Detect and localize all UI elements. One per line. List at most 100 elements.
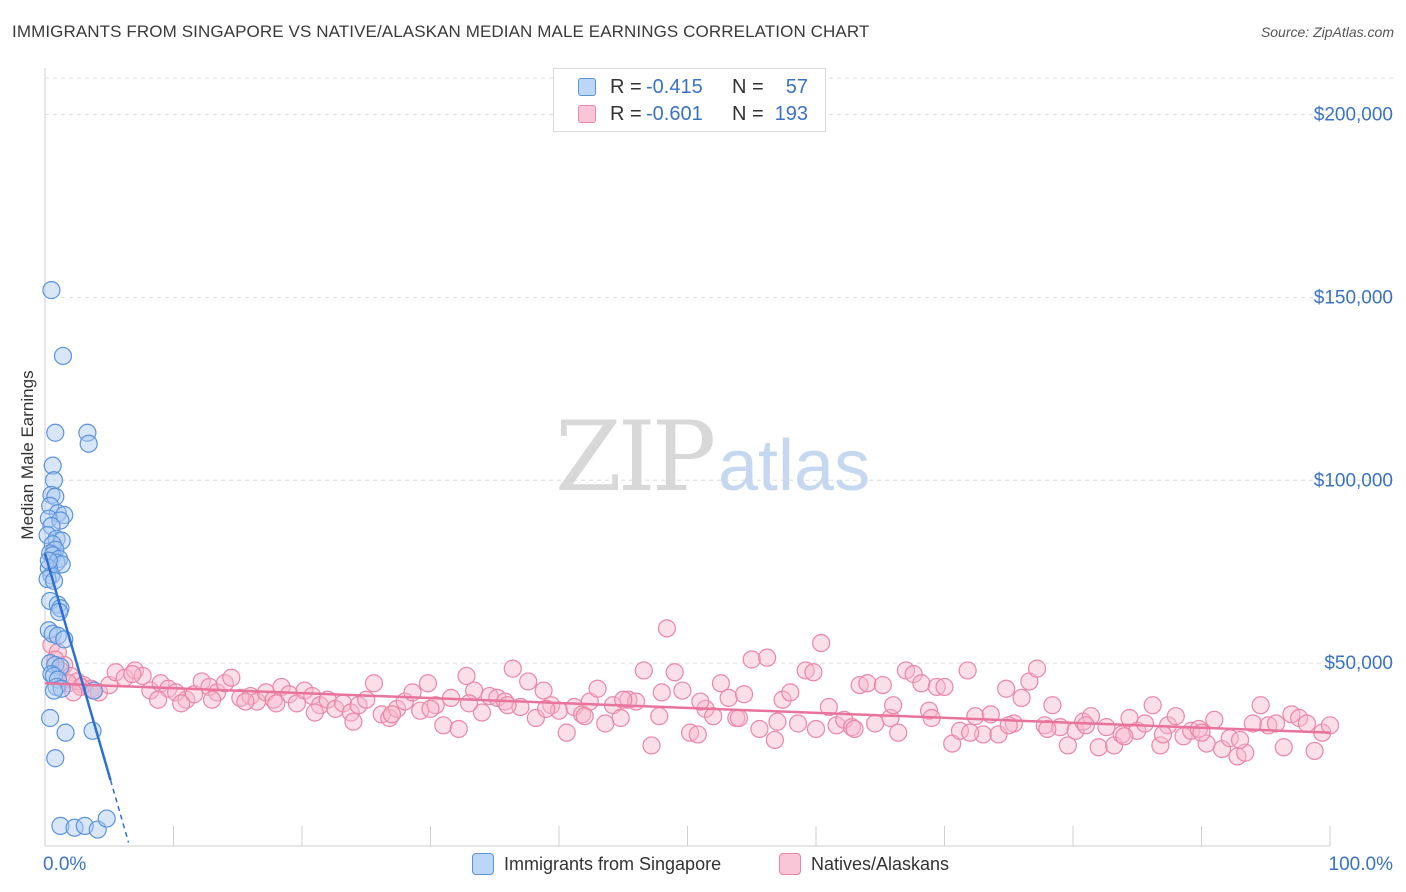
data-point-native: [526, 708, 545, 728]
data-point-native: [1266, 714, 1286, 733]
data-point-native: [280, 685, 299, 704]
data-point-native: [457, 666, 476, 686]
data-point-native: [364, 674, 384, 693]
data-point-native: [387, 699, 407, 718]
data-point-native: [835, 710, 854, 729]
data-point-native: [1320, 716, 1340, 735]
data-point-native: [634, 661, 653, 680]
data-point-native: [873, 675, 892, 695]
data-point-singapore: [53, 346, 73, 366]
legend-swatch-blue: [578, 78, 596, 96]
data-point-native: [912, 674, 931, 693]
data-point-native: [305, 703, 324, 722]
data-point-native: [267, 694, 286, 713]
trend-line-singapore-extension: [109, 779, 130, 843]
bottom-legend-swatch-blue: [472, 853, 494, 875]
data-point-native: [611, 708, 630, 728]
data-point-native: [614, 690, 633, 709]
watermark-zip: ZIP: [555, 401, 714, 513]
bottom-legend-singapore: Immigrants from Singapore: [472, 852, 721, 876]
data-point-singapore: [51, 816, 70, 835]
data-point-native: [650, 707, 669, 726]
trend-line-singapore: [43, 553, 112, 781]
data-point-singapore: [38, 526, 57, 545]
data-point-native: [788, 714, 808, 733]
legend-r-value: -0.415: [646, 75, 703, 98]
data-point-native: [773, 690, 792, 709]
data-point-native: [434, 716, 453, 735]
x-tick-label-max: 100.0%: [1329, 854, 1394, 875]
data-point-native: [588, 679, 607, 698]
data-point-singapore: [97, 809, 116, 828]
data-point-native: [866, 714, 885, 733]
data-point-native: [503, 659, 522, 678]
data-point-native: [997, 679, 1016, 698]
data-point-native: [172, 694, 191, 713]
data-point-native: [534, 681, 553, 700]
data-point-native: [768, 712, 787, 731]
data-point-native: [222, 668, 241, 687]
data-point-native: [1012, 688, 1031, 707]
data-point-native: [904, 665, 923, 684]
tick-labels: $50,000 $100,000 $150,000 $200,000 0.0% 100.0…: [43, 105, 1393, 875]
bottom-legend-natives: Natives/Alaskans: [779, 852, 949, 876]
legend-swatch-pink: [578, 105, 596, 123]
data-point-singapore: [46, 423, 65, 442]
bottom-legend-label: Natives/Alaskans: [811, 853, 950, 874]
data-point-native: [1151, 736, 1170, 755]
source-label: Source: ZipAtlas.com: [1260, 24, 1394, 40]
data-point-native: [652, 683, 671, 702]
data-point-native: [1305, 741, 1324, 761]
correlation-legend: R = -0.415 N = 57 R = -0.601 N = 193: [553, 68, 826, 132]
data-point-native: [958, 661, 977, 680]
data-point-native: [889, 723, 908, 742]
data-point-native: [236, 692, 255, 711]
chart-title: IMMIGRANTS FROM SINGAPORE VS NATIVE/ALAS…: [12, 22, 870, 41]
legend-n-value: 57: [785, 75, 808, 98]
data-point-native: [1097, 718, 1116, 737]
data-point-native: [1251, 696, 1270, 715]
legend-r-value: -0.601: [646, 102, 703, 125]
data-point-native: [459, 694, 479, 713]
data-point-native: [719, 688, 738, 707]
data-point-native: [804, 663, 823, 682]
data-point-native: [734, 685, 754, 704]
y-axis-label: Median Male Earnings: [18, 370, 37, 540]
bottom-legend-label: Immigrants from Singapore: [504, 853, 722, 874]
data-point-native: [966, 707, 985, 726]
legend-row-singapore: R = -0.415 N = 57: [578, 75, 808, 99]
data-point-native: [1230, 730, 1250, 750]
legend-r-label: R =: [610, 75, 642, 98]
data-point-native: [1058, 736, 1077, 755]
data-point-native: [1135, 714, 1155, 733]
data-point-native: [858, 674, 877, 693]
axes-layer: [44, 68, 1331, 847]
data-point-native: [806, 719, 826, 739]
data-point-native: [842, 718, 862, 737]
trend-lines: [43, 553, 1331, 843]
data-point-native: [1166, 707, 1185, 726]
data-point-native: [819, 697, 838, 717]
data-point-native: [596, 714, 615, 733]
data-point-singapore: [51, 511, 70, 530]
legend-r-label: R =: [610, 102, 642, 125]
data-point-native: [1076, 716, 1095, 735]
data-point-native: [421, 699, 440, 718]
x-tick-label-min: 0.0%: [43, 854, 86, 875]
data-point-native: [1043, 696, 1062, 715]
data-point-native: [750, 719, 769, 739]
data-point-native: [961, 723, 980, 742]
data-point-native: [742, 650, 761, 669]
data-point-singapore: [56, 723, 75, 742]
data-point-native: [1027, 659, 1047, 678]
data-point-singapore: [42, 281, 61, 300]
data-point-native: [989, 725, 1008, 744]
data-point-native: [935, 677, 954, 697]
data-point-native: [519, 672, 538, 691]
data-point-native: [1205, 710, 1224, 729]
data-point-native: [498, 696, 517, 715]
data-point-native: [781, 683, 800, 702]
data-point-native: [665, 663, 684, 682]
data-point-singapore: [41, 708, 60, 728]
